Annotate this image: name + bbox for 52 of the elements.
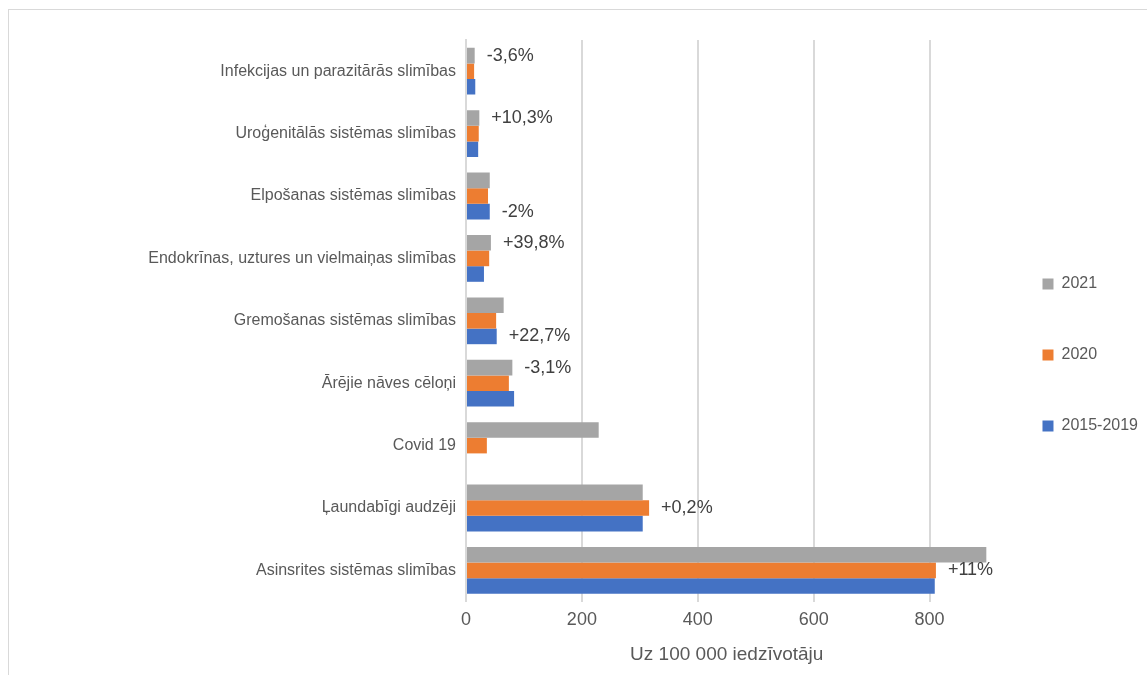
bar: [467, 391, 515, 407]
y-tick-label: Ļaundabīgi audzēji: [321, 498, 456, 516]
bar: [467, 547, 987, 563]
legend-label: 2021: [1061, 274, 1098, 292]
y-tick-label: Uroģenitālās sistēmas slimības: [235, 124, 456, 142]
bar: [467, 141, 479, 157]
y-tick-label: Gremošanas sistēmas slimības: [233, 311, 456, 329]
bar: [467, 328, 497, 345]
bar: [467, 484, 643, 501]
x-tick-label: 0: [460, 609, 472, 630]
bar: [467, 422, 599, 438]
y-tick-label: Covid 19: [392, 436, 457, 454]
annotation: -3,1%: [524, 356, 572, 377]
y-tick-label: Infekcijas un parazitārās slimības: [220, 61, 456, 79]
bar: [467, 79, 476, 95]
bar: [467, 235, 491, 251]
bar: [467, 515, 643, 532]
y-tick-label: Endokrīnas, uztures un vielmaiņas slimības: [148, 248, 456, 266]
bar: [467, 110, 480, 126]
bar: [467, 63, 475, 79]
x-tick-label: 400: [682, 609, 713, 630]
y-tick-label: Asinsrites sistēmas slimības: [255, 560, 456, 578]
annotation: +22,7%: [508, 325, 571, 346]
x-axis-title: Uz 100 000 iedzīvotāju: [630, 642, 824, 664]
annotation: +11%: [947, 559, 994, 580]
bar: [467, 266, 484, 282]
bar: [467, 203, 490, 220]
bar: [467, 500, 650, 516]
y-tick-label: Ārējie nāves cēloņi: [321, 373, 456, 391]
annotation: -3,6%: [486, 44, 534, 65]
bar: [467, 125, 479, 142]
bar: [467, 172, 490, 189]
bar: [467, 313, 497, 329]
annotation: +39,8%: [502, 231, 565, 252]
bar: [467, 250, 490, 267]
y-tick-label: Elpošanas sistēmas slimības: [250, 186, 456, 204]
bar: [467, 375, 509, 391]
x-tick-label: 800: [914, 609, 945, 630]
bar: [467, 297, 504, 313]
legend-label: 2015-2019: [1061, 416, 1139, 434]
annotation: -2%: [501, 200, 534, 221]
bar: [467, 578, 935, 594]
legend-label: 2020: [1061, 345, 1098, 363]
annotation: +0,2%: [661, 496, 713, 517]
annotation: +10,3%: [491, 106, 553, 127]
bar: [467, 562, 936, 579]
bar: [467, 47, 475, 64]
x-tick-label: 600: [798, 609, 829, 630]
bar: [467, 359, 513, 376]
bar: [467, 188, 489, 204]
bar: [467, 437, 487, 454]
x-tick-label: 200: [566, 609, 597, 630]
